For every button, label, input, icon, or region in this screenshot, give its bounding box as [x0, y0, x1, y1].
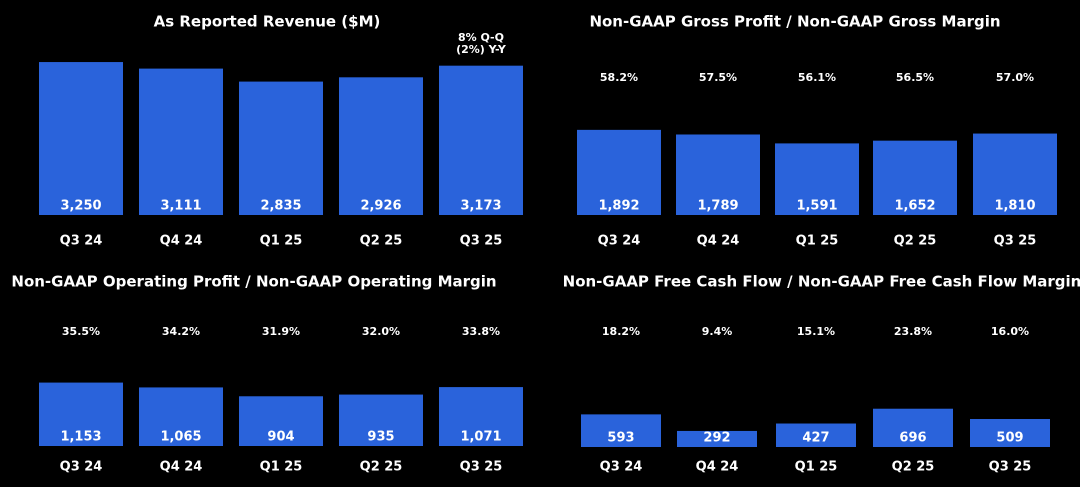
bar — [873, 140, 957, 215]
bar — [970, 419, 1050, 447]
value-label: 3,111 — [160, 199, 201, 214]
bar — [873, 408, 953, 447]
value-label: 509 — [996, 431, 1023, 446]
bar — [239, 81, 323, 216]
x-tick-label: Q4 24 — [697, 234, 740, 249]
value-label: 904 — [267, 430, 294, 445]
bar — [776, 423, 856, 447]
margin-label: 32.0% — [362, 325, 400, 338]
x-tick-label: Q3 25 — [460, 234, 503, 249]
margin-label: 57.5% — [699, 71, 737, 84]
x-tick-label: Q3 25 — [460, 460, 503, 475]
value-label: 935 — [367, 430, 394, 445]
bar — [973, 133, 1057, 215]
value-label: 1,153 — [60, 430, 101, 445]
bar — [581, 414, 661, 447]
chart-title: Non-GAAP Operating Profit / Non-GAAP Ope… — [11, 273, 496, 291]
annotation: 8% Q-Q — [458, 31, 504, 44]
bar — [775, 143, 859, 215]
x-tick-label: Q2 25 — [892, 460, 935, 475]
value-label: 2,835 — [260, 199, 301, 214]
bar — [339, 77, 423, 216]
bar — [39, 62, 123, 215]
margin-label: 34.2% — [162, 325, 200, 338]
chart-title: Non-GAAP Gross Profit / Non-GAAP Gross M… — [589, 13, 1000, 31]
value-label: 1,652 — [894, 199, 935, 214]
margin-label: 56.1% — [798, 71, 836, 84]
x-tick-label: Q2 25 — [360, 234, 403, 249]
value-label: 593 — [607, 431, 634, 446]
chart-title: Non-GAAP Free Cash Flow / Non-GAAP Free … — [563, 273, 1080, 291]
value-label: 427 — [802, 431, 829, 446]
bar — [139, 387, 223, 446]
margin-label: 23.8% — [894, 325, 932, 338]
margin-label: 35.5% — [62, 325, 100, 338]
x-tick-label: Q3 25 — [994, 234, 1037, 249]
value-label: 1,591 — [796, 199, 837, 214]
x-tick-label: Q2 25 — [360, 460, 403, 475]
annotation: (2%) Y-Y — [456, 43, 507, 56]
value-label: 2,926 — [360, 199, 401, 214]
value-label: 1,892 — [598, 199, 639, 214]
margin-label: 33.8% — [462, 325, 500, 338]
margin-label: 15.1% — [797, 325, 835, 338]
bar — [439, 65, 523, 216]
bar — [39, 382, 123, 446]
x-tick-label: Q3 25 — [989, 460, 1032, 475]
bar — [339, 394, 423, 446]
value-label: 1,810 — [994, 199, 1035, 214]
value-label: 1,789 — [697, 199, 738, 214]
margin-label: 18.2% — [602, 325, 640, 338]
x-tick-label: Q3 24 — [598, 234, 641, 249]
margin-label: 57.0% — [996, 71, 1034, 84]
x-tick-label: Q2 25 — [894, 234, 937, 249]
value-label: 3,173 — [460, 199, 501, 214]
x-tick-label: Q1 25 — [260, 460, 303, 475]
value-label: 3,250 — [60, 199, 101, 214]
x-tick-label: Q1 25 — [796, 234, 839, 249]
bar — [676, 134, 760, 215]
margin-label: 58.2% — [600, 71, 638, 84]
bar — [439, 387, 523, 446]
value-label: 1,065 — [160, 430, 201, 445]
x-tick-label: Q1 25 — [795, 460, 838, 475]
margin-label: 16.0% — [991, 325, 1029, 338]
margin-label: 31.9% — [262, 325, 300, 338]
x-tick-label: Q3 24 — [60, 460, 103, 475]
x-tick-label: Q4 24 — [160, 460, 203, 475]
x-tick-label: Q4 24 — [696, 460, 739, 475]
x-tick-label: Q1 25 — [260, 234, 303, 249]
bar — [677, 430, 757, 447]
x-tick-label: Q4 24 — [160, 234, 203, 249]
margin-label: 56.5% — [896, 71, 934, 84]
value-label: 696 — [899, 431, 926, 446]
bar — [239, 396, 323, 446]
bar — [139, 68, 223, 215]
x-tick-label: Q3 24 — [60, 234, 103, 249]
bar — [577, 129, 661, 215]
x-tick-label: Q3 24 — [600, 460, 643, 475]
value-label: 292 — [703, 431, 730, 446]
margin-label: 9.4% — [702, 325, 733, 338]
chart-title: As Reported Revenue ($M) — [154, 13, 381, 31]
value-label: 1,071 — [460, 430, 501, 445]
